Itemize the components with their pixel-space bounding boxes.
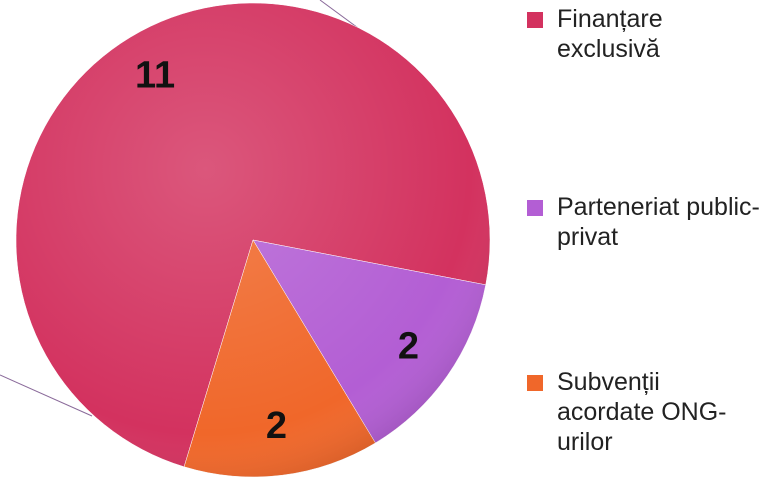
legend-label: Finanțare exclusivă <box>557 5 663 63</box>
value-label: 2 <box>398 326 419 368</box>
legend-label: Parteneriat public-privat <box>557 193 760 251</box>
value-label: 11 <box>135 55 175 97</box>
legend-swatch <box>527 200 543 216</box>
legend-swatch <box>527 12 543 28</box>
value-label: 2 <box>266 405 287 447</box>
slices: 11 2 2 <box>15 2 491 478</box>
legend-label: Subvenții acordate ONG-urilor <box>557 368 727 456</box>
legend-swatch <box>527 375 543 391</box>
